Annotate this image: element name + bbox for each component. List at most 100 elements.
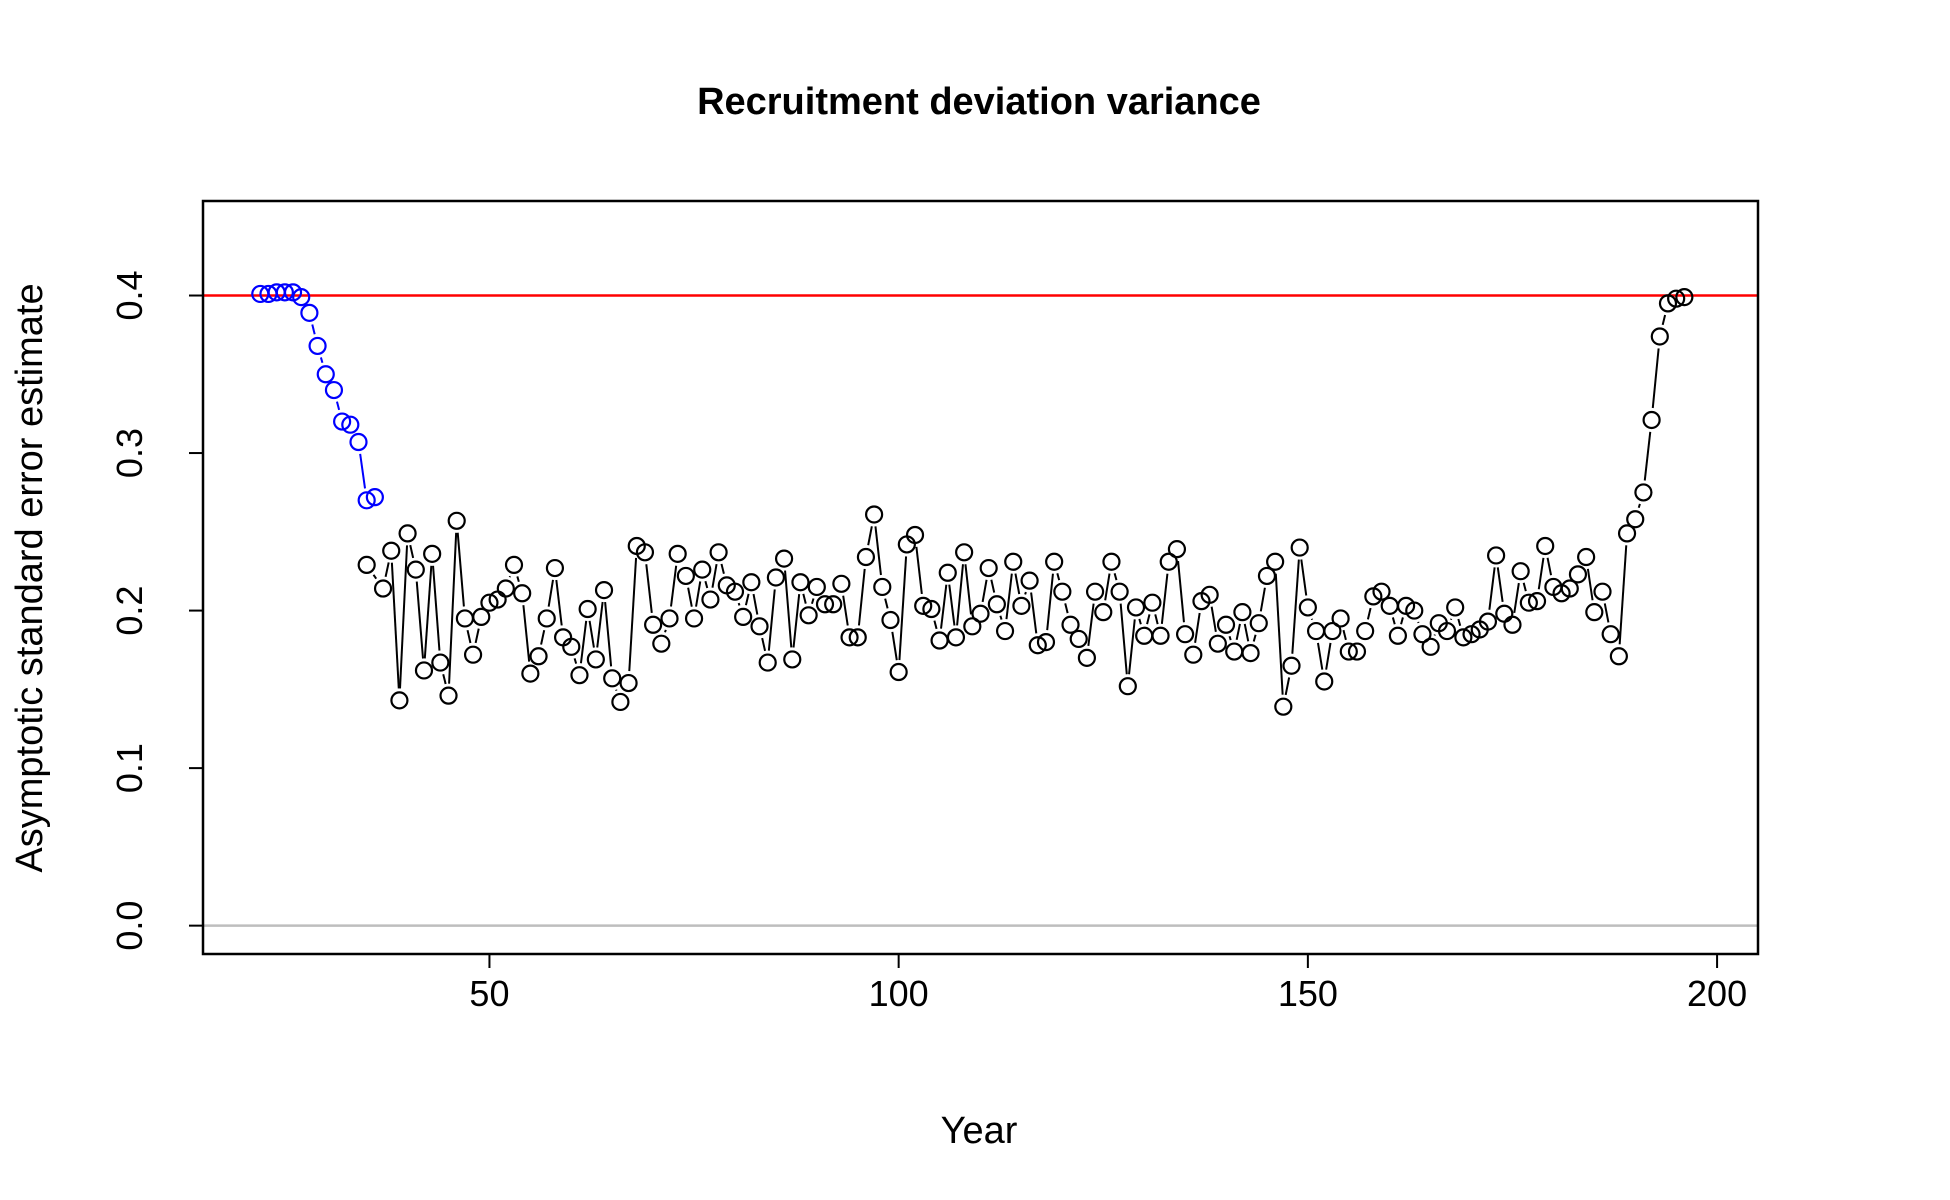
data-point <box>1536 536 1555 556</box>
data-point <box>300 303 319 322</box>
data-point <box>1012 596 1031 615</box>
data-point <box>1503 615 1522 634</box>
data-point <box>333 412 352 431</box>
series-segment <box>319 357 324 364</box>
series-segment <box>1104 573 1111 601</box>
series-segment <box>1128 619 1136 675</box>
series-segment <box>1087 603 1095 647</box>
data-point <box>914 596 933 615</box>
data-point <box>324 380 344 400</box>
series-segment <box>1243 623 1250 642</box>
reference-lines <box>203 294 1758 927</box>
plot-frame <box>201 199 1760 956</box>
series-segment <box>687 587 693 607</box>
data-point <box>750 617 769 636</box>
series-segment <box>664 629 667 633</box>
series-segment <box>720 563 725 574</box>
series-segment <box>555 579 563 626</box>
series-segment <box>311 324 316 335</box>
data-point <box>1159 552 1178 571</box>
data-point <box>1200 585 1219 604</box>
data-point <box>774 549 794 568</box>
data-point <box>1446 598 1465 617</box>
series-segment <box>1154 614 1159 625</box>
series-segment <box>898 556 908 661</box>
series-segment <box>579 620 588 664</box>
data-point <box>1568 565 1588 584</box>
data-point <box>684 609 704 628</box>
data-point <box>619 673 638 693</box>
series-segment <box>604 601 613 667</box>
data-point <box>660 609 679 628</box>
data-point <box>938 563 957 582</box>
data-point <box>1315 672 1334 691</box>
data-point <box>1176 625 1195 644</box>
data-point <box>562 637 581 656</box>
data-point <box>971 604 990 623</box>
data-point <box>791 573 810 592</box>
data-point <box>1216 615 1236 634</box>
series-segment <box>1235 623 1241 640</box>
x-tick-label: 150 <box>1278 973 1338 1014</box>
data-point <box>1323 621 1342 641</box>
data-point <box>447 511 466 530</box>
series-segment <box>390 562 400 689</box>
data-point <box>1208 634 1227 653</box>
data-point <box>423 544 442 563</box>
series-segment <box>409 544 415 559</box>
data-point <box>1437 621 1457 641</box>
series-segment <box>384 562 390 578</box>
data-point <box>905 525 925 545</box>
series-segment <box>645 564 653 613</box>
data-point <box>1519 593 1538 612</box>
series-segment <box>359 453 367 489</box>
series-segment <box>1138 618 1142 625</box>
data-point <box>848 628 867 647</box>
data-point <box>1036 632 1056 652</box>
x-axis-label: Year <box>941 1110 1018 1152</box>
data-point <box>578 599 597 619</box>
series-segment <box>1661 314 1667 326</box>
series-segment <box>1194 612 1201 643</box>
data-point <box>1045 552 1064 571</box>
data-point <box>995 621 1015 641</box>
series-segment <box>1400 617 1404 625</box>
data-point <box>783 650 802 669</box>
data-point <box>431 653 450 672</box>
data-point <box>1642 410 1661 430</box>
data-point <box>1274 697 1293 716</box>
series-segment <box>399 545 409 689</box>
data-point <box>1118 677 1137 696</box>
data-point <box>1069 629 1088 649</box>
series-segment <box>940 584 948 629</box>
series-segment <box>1522 582 1527 592</box>
data-point <box>635 543 655 562</box>
series-segment <box>442 673 447 685</box>
series-segment <box>1119 603 1128 675</box>
x-tick-label: 200 <box>1687 973 1747 1014</box>
data-point <box>570 666 589 685</box>
data-point <box>1241 644 1260 663</box>
data-point <box>1454 628 1473 647</box>
data-point <box>545 558 565 578</box>
data-point <box>865 505 884 524</box>
series-segment <box>474 628 480 644</box>
series-segment <box>596 601 604 648</box>
series-segment <box>744 593 750 606</box>
data-point <box>586 650 605 669</box>
data-point <box>725 582 745 601</box>
data-point <box>1593 582 1612 601</box>
data-point <box>1143 593 1162 612</box>
data-point <box>1478 612 1498 631</box>
series-segment <box>1457 618 1462 627</box>
data-point <box>668 544 687 563</box>
data-point <box>1102 552 1121 571</box>
data-point <box>1421 637 1440 656</box>
y-tick-label: 0.3 <box>109 428 150 478</box>
data-point <box>1126 598 1146 617</box>
data-point <box>946 628 966 647</box>
data-point <box>1290 538 1309 557</box>
series-0 <box>251 283 384 510</box>
data-point <box>1257 566 1277 586</box>
series-segment <box>1046 573 1054 631</box>
